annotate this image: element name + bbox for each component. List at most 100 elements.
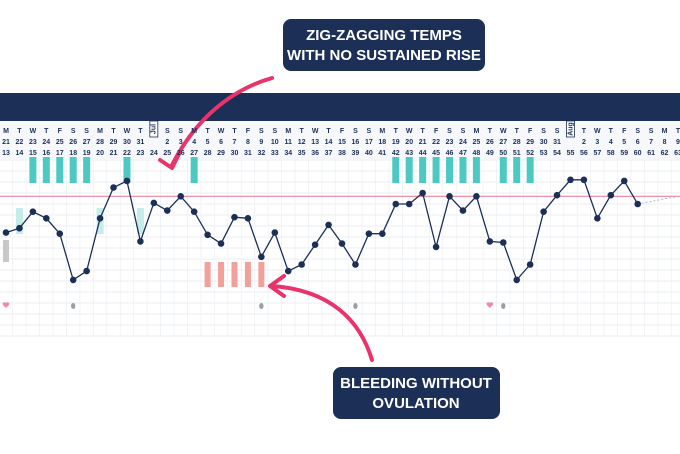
temp-point (499, 239, 507, 246)
weekday-label: W (218, 128, 225, 135)
cycle-day-label: 23 (137, 150, 145, 157)
cycle-day-label: 59 (620, 150, 628, 157)
temp-point (244, 215, 252, 222)
temp-point (29, 208, 37, 215)
weekday-label: T (582, 128, 587, 135)
fluid-bar (499, 157, 507, 183)
weekday-label: S (541, 128, 546, 135)
fluid-light-bar (136, 208, 144, 234)
cycle-day-label: 21 (110, 150, 118, 157)
fluid-bar (459, 157, 467, 183)
annotation: WITH NO SUSTAINED RISE (287, 47, 481, 64)
date-label: 29 (526, 139, 534, 146)
month-label: Aug (567, 122, 574, 136)
date-label: 29 (110, 139, 118, 146)
cycle-day-label: 48 (473, 150, 481, 157)
temp-point (365, 230, 373, 237)
date-label: 14 (325, 139, 333, 146)
cycle-day-label: 45 (432, 150, 440, 157)
cycle-day-label: 37 (325, 150, 333, 157)
date-label: 5 (622, 139, 626, 146)
cycle-day-label: 26 (177, 150, 185, 157)
cycle-day-label: 35 (298, 150, 306, 157)
date-label: 12 (298, 139, 306, 146)
cycle-day-label: 17 (56, 150, 64, 157)
month-marker (566, 120, 575, 138)
date-label: 9 (676, 139, 680, 146)
annotation: OVULATION (372, 395, 459, 412)
temp-point (137, 238, 144, 245)
date-label: 22 (16, 139, 24, 146)
spotting-bar (3, 240, 9, 262)
cycle-day-label: 46 (446, 150, 454, 157)
temp-point (352, 261, 359, 268)
temp-point (231, 213, 238, 221)
month-marker (149, 120, 159, 138)
temp-point (446, 193, 453, 200)
weekday-label: T (44, 128, 49, 135)
annotation-box (283, 19, 485, 71)
weekday-label: F (340, 128, 345, 135)
fluid-bar (190, 157, 198, 183)
temp-point (271, 229, 279, 236)
weekday-label: T (326, 128, 331, 135)
date-label: 15 (338, 139, 346, 146)
date-label: 26 (486, 139, 494, 146)
fluid-bar (513, 157, 521, 183)
temp-point (459, 207, 467, 214)
weekday-label: M (285, 128, 291, 135)
date-label: 2 (165, 139, 169, 146)
bleeding-bar (218, 262, 225, 287)
cycle-day-label: 49 (486, 150, 494, 157)
cycle-day-label: 16 (42, 150, 50, 157)
heart (2, 302, 10, 308)
weekday-label: T (232, 128, 237, 135)
drop (71, 303, 76, 309)
cycle-day-label: 52 (526, 150, 534, 157)
date-label: 27 (499, 139, 507, 146)
cycle-day-label: 18 (69, 150, 77, 157)
date-label: 6 (219, 139, 223, 146)
date-label: 31 (553, 139, 561, 146)
weekday-label: S (71, 128, 76, 135)
date-label: 6 (636, 139, 640, 146)
drop (259, 303, 264, 309)
temp-point (298, 261, 305, 268)
temp-point (163, 207, 171, 214)
date-label: 23 (29, 139, 37, 146)
fluid-bar (405, 157, 413, 183)
temp-point (567, 176, 574, 184)
temp-point (96, 215, 104, 222)
weekday-label: T (138, 128, 143, 135)
cycle-day-label: 19 (83, 150, 91, 157)
cycle-day-label: 38 (338, 150, 346, 157)
temp-point (284, 267, 292, 275)
cycle-day-label: 13 (2, 150, 10, 157)
weekday-label: M (3, 128, 9, 135)
cycle-day-label: 57 (593, 150, 601, 157)
weekday-label: W (124, 128, 131, 135)
date-label: 20 (405, 139, 413, 146)
cycle-day-label: 15 (29, 150, 37, 157)
fluid-light-bar (15, 208, 23, 234)
fluid-bar (472, 157, 480, 183)
date-label: 18 (378, 139, 386, 146)
cycle-day-label: 61 (647, 150, 655, 157)
weekday-label: W (30, 128, 37, 135)
bleeding-bar (258, 262, 265, 287)
cycle-day-label: 34 (284, 150, 292, 157)
weekday-label: F (246, 128, 251, 135)
weekday-label: T (17, 128, 22, 135)
weekday-label: S (353, 128, 358, 135)
temp-point (2, 229, 10, 236)
weekday-label: T (300, 128, 305, 135)
cycle-day-label: 43 (405, 150, 413, 157)
date-label: 17 (365, 139, 373, 146)
date-label: 30 (123, 139, 131, 146)
annotation: ZIG-ZAGGING TEMPS (306, 27, 462, 44)
date-label: 30 (540, 139, 548, 146)
temp-point (594, 215, 601, 222)
cycle-day-label: 53 (540, 150, 548, 157)
weekday-label: M (473, 128, 479, 135)
temp-line (5, 179, 639, 282)
